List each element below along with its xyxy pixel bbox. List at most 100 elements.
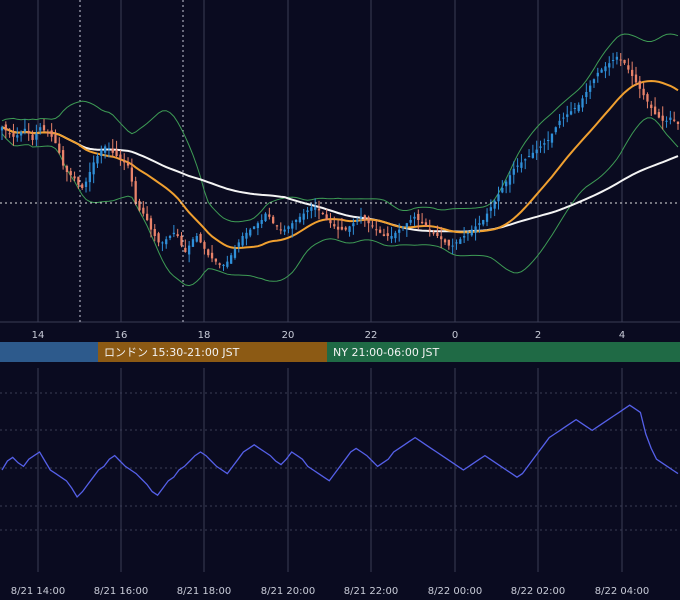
oscillator-pane[interactable]: 8/21 14:00 8/21 16:00 8/21 18:00 8/21 20:00… (0, 368, 680, 597)
price-x-tick-label: 0 (452, 330, 458, 341)
osc-x-tick-label: 8/21 22:00 (344, 586, 398, 597)
candle-body (646, 94, 649, 102)
candle-body (199, 234, 202, 243)
candle-body (493, 200, 496, 209)
price-x-tick-label: 4 (619, 330, 625, 341)
candle-body (615, 56, 619, 60)
candle-body (153, 228, 156, 236)
candle-body (317, 208, 321, 211)
candle-body (569, 111, 573, 115)
candle-body (230, 255, 233, 264)
candle-body (398, 229, 401, 233)
candle-body (184, 247, 187, 252)
candle-body (531, 152, 535, 158)
candle-body (367, 217, 370, 224)
oscillator-x-ticks: 8/21 14:00 8/21 16:00 8/21 18:00 8/21 20:00… (11, 586, 649, 597)
candle-body (344, 227, 347, 230)
candle-body (657, 112, 661, 118)
candle-body (58, 143, 61, 153)
osc-x-tick-label: 8/22 04:00 (595, 586, 649, 597)
price-pane[interactable]: 14 16 18 20 22 0 2 4 (0, 0, 680, 341)
candle-body (321, 212, 324, 214)
candle-body (306, 210, 309, 213)
candle-body (27, 130, 30, 134)
candle-body (340, 226, 344, 230)
candle-body (69, 171, 72, 176)
candle-body (252, 226, 256, 229)
ma-long-line (1, 126, 679, 233)
candle-body (103, 146, 107, 153)
candle-body (623, 59, 626, 64)
candle-body (413, 216, 416, 219)
osc-x-tick-label: 8/21 20:00 (261, 586, 315, 597)
candle-body (96, 156, 99, 164)
candle-body (294, 220, 298, 222)
candle-body (81, 184, 84, 188)
candle-body (218, 263, 221, 265)
candle-body (142, 207, 145, 214)
candle-body (176, 234, 179, 236)
candle-body (336, 226, 340, 230)
candle-body (210, 252, 214, 259)
candle-body (50, 130, 53, 137)
candle-body (0, 127, 4, 131)
candle-body (627, 65, 630, 70)
candle-body (4, 124, 7, 131)
candle-body (187, 245, 191, 255)
candle-body (168, 236, 172, 238)
candle-body (207, 249, 210, 256)
candle-body (84, 181, 88, 187)
candle-body (543, 143, 546, 145)
candle-body (260, 220, 263, 224)
candles (0, 51, 680, 271)
candle-body (566, 114, 569, 117)
candle-body (298, 216, 302, 223)
candle-body (417, 213, 420, 220)
candle-body (310, 207, 313, 211)
price-x-tick-label: 22 (365, 330, 378, 341)
candle-body (65, 166, 69, 172)
candle-body (550, 133, 554, 143)
candle-body (172, 232, 176, 235)
candle-body (462, 236, 466, 238)
osc-x-tick-label: 8/22 02:00 (511, 586, 565, 597)
candle-body (264, 213, 267, 222)
candle-body (558, 120, 561, 126)
candle-body (333, 224, 336, 227)
candle-body (233, 248, 237, 258)
candle-body (363, 215, 366, 220)
candle-body (88, 172, 91, 183)
price-x-tick-label: 2 (535, 330, 541, 341)
candle-body (165, 239, 168, 245)
session-segment (0, 342, 98, 362)
candle-body (390, 236, 393, 239)
candle-body (577, 104, 580, 112)
candle-body (638, 80, 641, 89)
candle-body (474, 226, 477, 233)
candle-body (203, 242, 206, 249)
price-x-tick-label: 20 (282, 330, 295, 341)
session-dividers (79, 0, 184, 322)
candle-body (191, 239, 195, 247)
candle-body (291, 223, 294, 229)
candle-body (520, 162, 523, 168)
candle-body (611, 60, 615, 61)
price-x-tick-label: 16 (115, 330, 128, 341)
bollinger-upper-band (1, 33, 679, 223)
candle-body (359, 216, 363, 219)
candle-body (378, 229, 382, 233)
session-segment (327, 342, 680, 362)
osc-x-tick-label: 8/21 14:00 (11, 586, 65, 597)
candle-body (401, 226, 405, 228)
session-band: ロンドン 15:30-21:00 JST NY 21:00-06:00 JST (0, 342, 680, 362)
candle-body (539, 146, 542, 148)
candle-body (149, 218, 153, 230)
candle-body (348, 226, 351, 232)
session-segment (98, 342, 327, 362)
candle-body (249, 229, 252, 236)
candle-body (214, 258, 218, 262)
candle-body (482, 220, 485, 225)
candle-body (371, 225, 374, 227)
candle-body (455, 242, 458, 244)
